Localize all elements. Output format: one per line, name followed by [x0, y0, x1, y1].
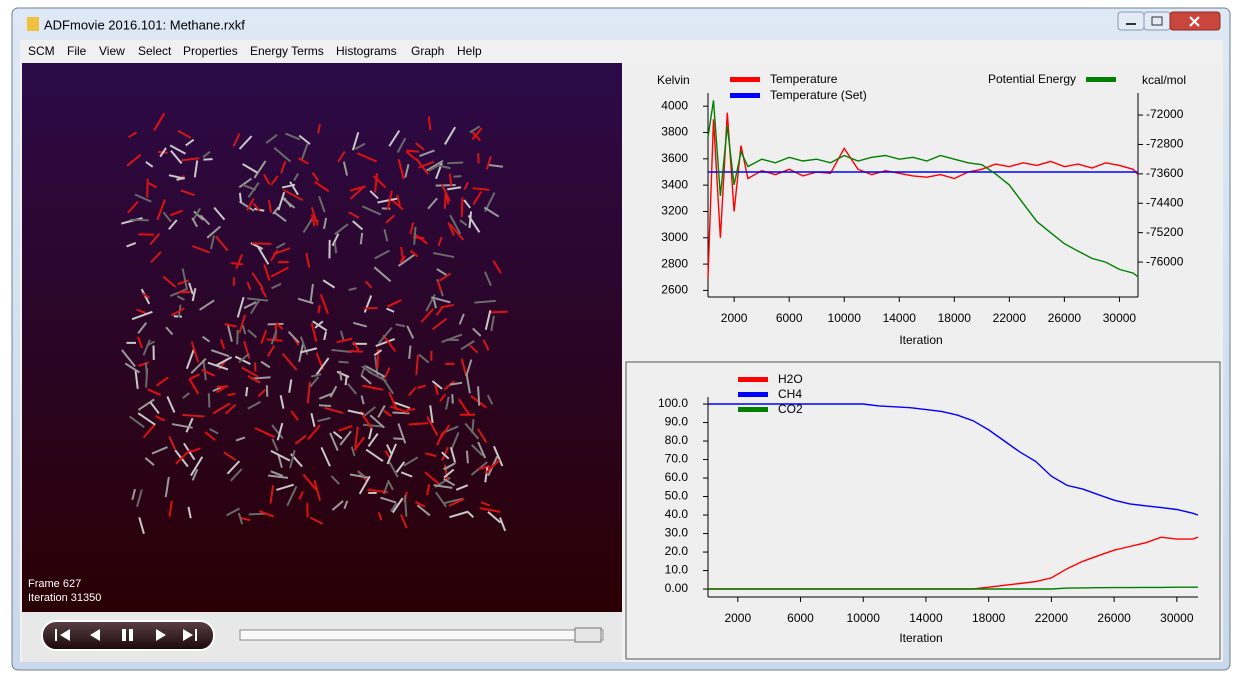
pause-button[interactable]	[122, 629, 133, 641]
x-tick-label: 10000	[828, 311, 862, 325]
x-tick-label: 26000	[1097, 611, 1131, 625]
legend-label: CH4	[778, 387, 802, 401]
y2-axis-label: kcal/mol	[1142, 73, 1186, 87]
menu-item[interactable]: Select	[138, 44, 172, 58]
menu-item[interactable]: File	[67, 44, 87, 58]
next-button[interactable]	[156, 629, 166, 641]
y2-tick-label: -74400	[1146, 195, 1184, 209]
x-tick-label: 30000	[1103, 311, 1137, 325]
y-tick-label: 0.00	[665, 581, 689, 595]
y-tick-label: 60.0	[665, 470, 689, 484]
frame-slider[interactable]	[239, 629, 604, 641]
menu-item[interactable]: View	[99, 44, 125, 58]
legend-label: Temperature	[770, 72, 838, 86]
menu-item[interactable]: Graph	[411, 44, 444, 58]
minimize-button[interactable]	[1117, 11, 1145, 31]
y-tick-label: 4000	[661, 98, 688, 112]
y-tick-label: 90.0	[665, 415, 689, 429]
molecule-viewport	[22, 63, 622, 612]
x-axis-label: Iteration	[899, 631, 942, 645]
legend-swatch	[1086, 77, 1116, 82]
menu-item[interactable]: Help	[457, 44, 482, 58]
x-tick-label: 22000	[993, 311, 1027, 325]
y-tick-label: 3000	[661, 230, 688, 244]
legend-swatch	[738, 407, 768, 412]
y2-tick-label: -72000	[1146, 107, 1184, 121]
x-tick-label: 14000	[883, 311, 917, 325]
y-axis-label: Kelvin	[657, 73, 690, 87]
legend-label: Temperature (Set)	[770, 88, 867, 102]
y2-tick-label: -76000	[1146, 254, 1184, 268]
x-tick-label: 6000	[776, 311, 803, 325]
x-tick-label: 2000	[724, 611, 751, 625]
menu-item[interactable]: Properties	[183, 44, 238, 58]
x-tick-label: 18000	[938, 311, 972, 325]
playback-controls	[41, 620, 215, 651]
y-tick-label: 2800	[661, 256, 688, 270]
y-tick-label: 80.0	[665, 433, 689, 447]
menu-item[interactable]: Histograms	[336, 44, 397, 58]
composition-panel	[625, 361, 1221, 660]
menu-item[interactable]: Energy Terms	[250, 44, 324, 58]
x-tick-label: 6000	[787, 611, 814, 625]
window-title: ADFmovie 2016.101: Methane.rxkf	[44, 17, 245, 32]
legend-swatch	[730, 77, 760, 82]
y2-tick-label: -73600	[1146, 166, 1184, 180]
y-tick-label: 100.0	[658, 396, 688, 410]
menu-bar	[20, 40, 1223, 62]
legend-label: H2O	[778, 372, 803, 386]
x-tick-label: 30000	[1160, 611, 1194, 625]
legend-label: CO2	[778, 402, 803, 416]
y-tick-label: 3200	[661, 204, 688, 218]
legend-swatch	[738, 392, 768, 397]
series-line	[708, 586, 1198, 590]
x-tick-label: 18000	[972, 611, 1006, 625]
legend-label: Potential Energy	[988, 72, 1076, 86]
y-tick-label: 30.0	[665, 526, 689, 540]
legend-swatch	[730, 93, 760, 98]
series-line	[708, 403, 1199, 516]
y-tick-label: 50.0	[665, 489, 689, 503]
y-tick-label: 10.0	[665, 563, 689, 577]
series-line	[707, 112, 1139, 278]
legend-swatch	[738, 377, 768, 382]
y2-tick-label: -75200	[1146, 225, 1184, 239]
x-tick-label: 10000	[847, 611, 881, 625]
menu-item[interactable]: SCM	[28, 44, 55, 58]
y2-tick-label: -72800	[1146, 137, 1184, 151]
iteration-label: Iteration 31350	[28, 592, 101, 604]
x-tick-label: 22000	[1035, 611, 1069, 625]
x-tick-label: 14000	[909, 611, 943, 625]
y-tick-label: 70.0	[665, 452, 689, 466]
last-frame-button[interactable]	[183, 629, 197, 641]
y-tick-label: 3800	[661, 125, 688, 139]
y-tick-label: 2600	[661, 283, 688, 297]
frame-label: Frame 627	[28, 578, 81, 590]
x-axis-label: Iteration	[899, 333, 942, 347]
first-frame-button[interactable]	[55, 629, 70, 641]
energy-panel	[625, 63, 1221, 361]
x-tick-label: 26000	[1048, 311, 1082, 325]
y-tick-label: 40.0	[665, 507, 689, 521]
maximize-button[interactable]	[1143, 11, 1171, 31]
y-tick-label: 20.0	[665, 544, 689, 558]
app-icon	[27, 17, 39, 31]
y-tick-label: 3400	[661, 177, 688, 191]
slider-thumb[interactable]	[574, 627, 602, 643]
series-line	[707, 100, 1139, 278]
y-tick-label: 3600	[661, 151, 688, 165]
x-tick-label: 2000	[721, 311, 748, 325]
previous-button[interactable]	[90, 629, 100, 641]
